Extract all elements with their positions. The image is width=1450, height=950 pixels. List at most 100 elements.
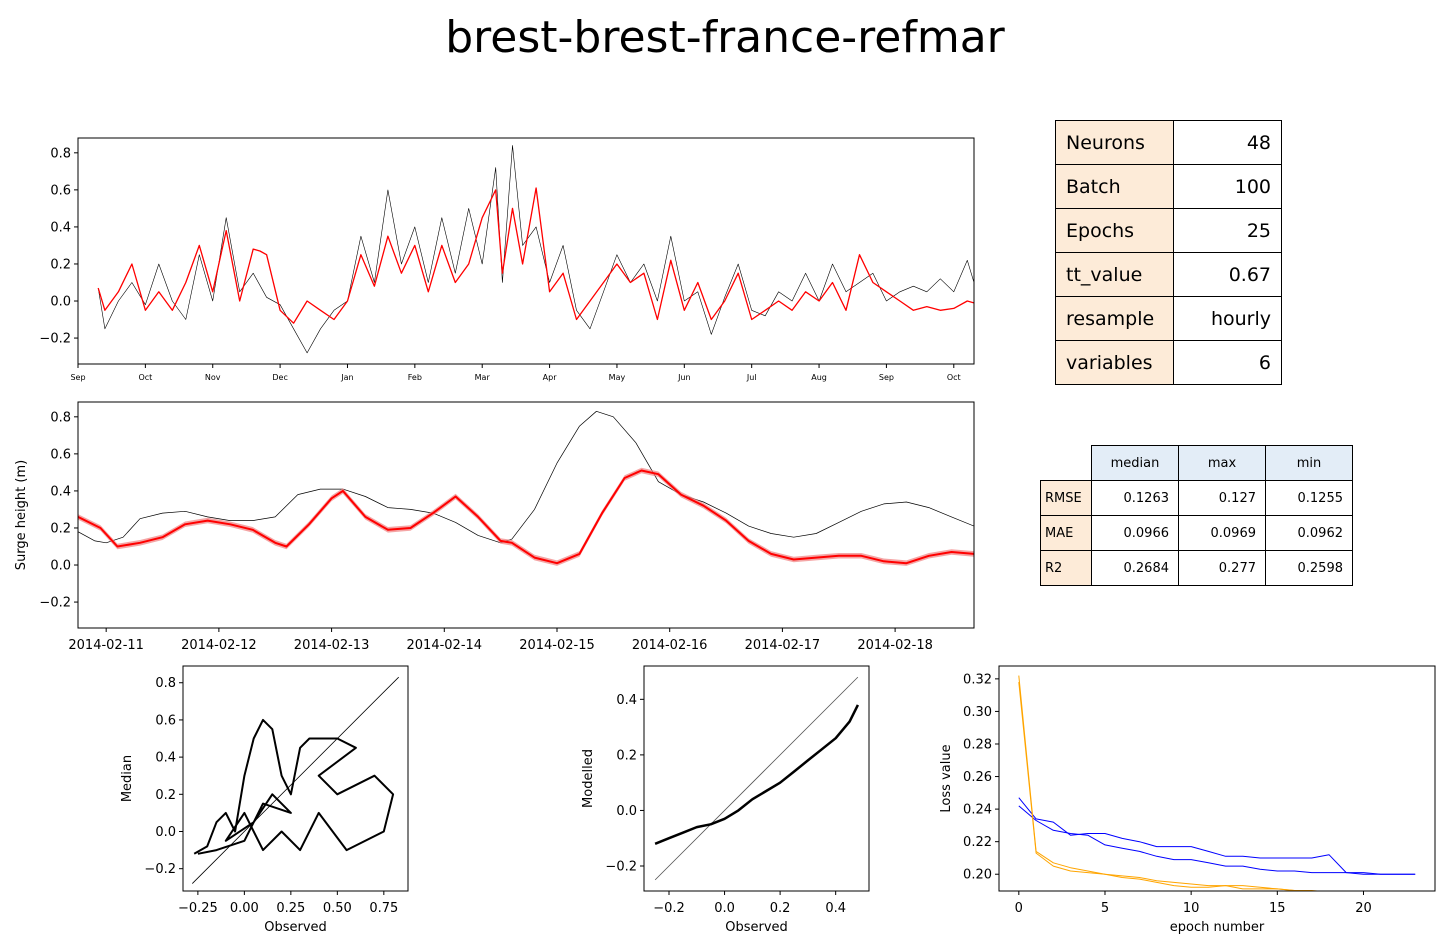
params-table: Neurons 48 Batch 100 Epochs 25 tt_value 0.67 res… (1055, 120, 1282, 385)
metrics-column-header: min (1265, 445, 1353, 481)
y-tick-label: −0.2 (144, 862, 176, 877)
x-tick-label: 15 (1269, 901, 1286, 916)
param-value: 0.67 (1173, 252, 1282, 297)
metrics-row-label: R2 (1040, 550, 1092, 586)
y-tick-label: 0.26 (963, 770, 992, 785)
y-tick-label: 0.6 (50, 183, 71, 198)
y-tick-label: 0.4 (50, 220, 71, 235)
param-value: 100 (1173, 164, 1282, 209)
params-row: resample hourly (1055, 296, 1282, 341)
param-key: tt_value (1055, 252, 1174, 297)
metrics-column-header: median (1091, 445, 1179, 481)
x-tick-label: 0.25 (276, 901, 305, 916)
param-key: Batch (1055, 164, 1174, 209)
metrics-cell: 0.1263 (1091, 480, 1179, 516)
series-line (97, 187, 974, 324)
y-tick-label: 0.30 (963, 705, 992, 720)
metrics-cell: 0.1255 (1265, 480, 1353, 516)
param-value: hourly (1173, 296, 1282, 341)
y-tick-label: 0.6 (50, 447, 71, 462)
x-tick-label: Nov (205, 373, 221, 382)
y-axis-label: Median (120, 755, 135, 802)
params-row: variables 6 (1055, 340, 1282, 385)
x-tick-label: Jun (677, 373, 691, 382)
y-tick-label: 0.20 (963, 868, 992, 883)
x-tick-label: 2014-02-11 (68, 638, 144, 653)
y-tick-label: 0.2 (616, 748, 637, 763)
metrics-row: RMSE 0.1263 0.127 0.1255 (1040, 480, 1353, 516)
x-tick-label: −0.25 (178, 901, 218, 916)
param-value: 48 (1173, 120, 1282, 165)
y-tick-label: 0.6 (155, 713, 176, 728)
x-tick-label: Oct (947, 373, 961, 382)
param-value: 6 (1173, 340, 1282, 385)
x-tick-label: 2014-02-18 (857, 638, 933, 653)
y-tick-label: 0.24 (963, 803, 992, 818)
x-tick-label: Jul (746, 373, 757, 382)
metrics-row: MAE 0.0966 0.0969 0.0962 (1040, 515, 1353, 551)
params-row: Batch 100 (1055, 164, 1282, 209)
series-line (78, 410, 974, 544)
y-tick-label: 0.32 (963, 672, 992, 687)
x-tick-label: 0.2 (770, 901, 791, 916)
x-axis-label: Observed (264, 920, 327, 935)
metrics-cell: 0.127 (1178, 480, 1266, 516)
x-axis-label: Observed (725, 920, 788, 935)
metrics-row-label: MAE (1040, 515, 1092, 551)
y-tick-label: 0.2 (50, 257, 71, 272)
plot-area (192, 676, 399, 884)
series-line (1018, 675, 1323, 891)
plot-frame (77, 401, 975, 629)
x-tick-label: Sep (70, 373, 85, 382)
series-line (1018, 682, 1306, 891)
x-tick-label: 10 (1183, 901, 1200, 916)
x-tick-label: 2014-02-14 (407, 638, 483, 653)
x-tick-label: Aug (811, 373, 827, 382)
param-key: Neurons (1055, 120, 1174, 165)
metrics-header-row: median max min (1041, 445, 1353, 481)
metrics-cell: 0.2598 (1265, 550, 1353, 586)
y-tick-label: 0.0 (50, 295, 71, 310)
y-tick-label: 0.2 (50, 521, 71, 536)
x-tick-label: 0.0 (714, 901, 735, 916)
metrics-cell: 0.277 (1178, 550, 1266, 586)
plot-frame (182, 665, 409, 892)
metrics-corner (1041, 446, 1092, 481)
y-tick-label: 0.4 (616, 693, 637, 708)
plot-area (1018, 675, 1416, 891)
x-tick-label: 0.75 (369, 901, 398, 916)
x-tick-label: May (609, 373, 626, 382)
x-tick-label: Dec (272, 373, 287, 382)
param-key: variables (1055, 340, 1174, 385)
series-line (1018, 805, 1416, 875)
x-tick-label: −0.2 (653, 901, 685, 916)
y-tick-label: −0.2 (39, 596, 71, 611)
metrics-row-label: RMSE (1040, 480, 1092, 516)
plot-area (78, 410, 974, 566)
metrics-cell: 0.2684 (1091, 550, 1179, 586)
y-tick-label: 0.0 (155, 825, 176, 840)
y-tick-label: 0.4 (50, 484, 71, 499)
plot-area (654, 676, 860, 881)
y-tick-label: 0.4 (155, 751, 176, 766)
y-tick-label: 0.8 (155, 676, 176, 691)
x-tick-label: 0 (1015, 901, 1023, 916)
y-tick-label: 0.0 (616, 804, 637, 819)
metrics-column-header: max (1178, 445, 1266, 481)
series-line (1018, 797, 1416, 875)
params-row: tt_value 0.67 (1055, 252, 1282, 297)
x-tick-label: 2014-02-17 (745, 638, 821, 653)
x-tick-label: 0.00 (230, 901, 259, 916)
x-tick-label: 0.50 (323, 901, 352, 916)
param-key: resample (1055, 296, 1174, 341)
param-value: 25 (1173, 208, 1282, 253)
x-tick-label: 20 (1355, 901, 1372, 916)
x-tick-label: Apr (543, 373, 558, 382)
series-line (78, 469, 974, 565)
plot-frame (643, 665, 870, 892)
figure-title: brest-brest-france-refmar (445, 12, 1005, 63)
metrics-cell: 0.0969 (1178, 515, 1266, 551)
y-tick-label: 0.8 (50, 146, 71, 161)
x-tick-label: 2014-02-12 (181, 638, 257, 653)
y-tick-label: 0.28 (963, 737, 992, 752)
